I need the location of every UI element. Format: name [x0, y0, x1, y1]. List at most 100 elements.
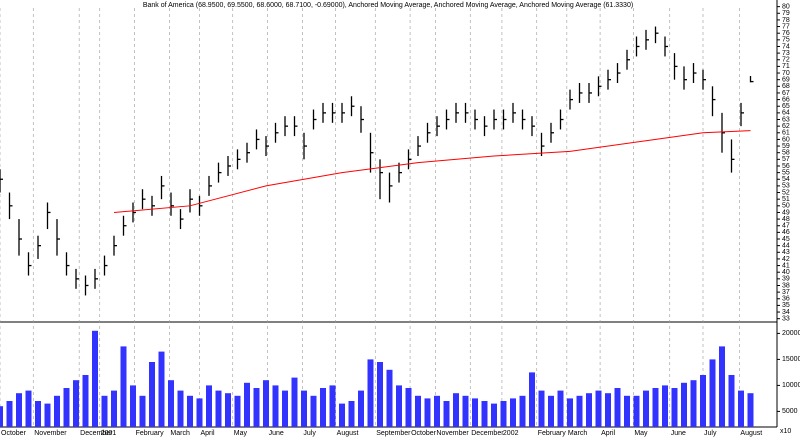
x-tick-label: March [568, 430, 588, 437]
volume-bar [158, 351, 165, 427]
y-tick-label: 53 [782, 183, 790, 190]
volume-bar [415, 395, 421, 427]
volume-bar [472, 398, 478, 427]
volume-bar [576, 395, 583, 427]
volume-bar [339, 403, 345, 427]
volume-bar [643, 390, 649, 427]
y-tick-label: 46 [782, 229, 790, 236]
y-tick-label: 76 [782, 30, 790, 37]
y-tick-label: 78 [782, 17, 790, 24]
volume-bar [548, 395, 554, 427]
volume-bar [130, 385, 136, 427]
y-tick-label: 43 [782, 249, 790, 256]
x-tick-label: 2001 [101, 430, 117, 437]
x-tick-label: June [671, 430, 686, 437]
volume-bar [510, 398, 516, 427]
x-tick-label: November [34, 430, 67, 437]
volume-bar [396, 385, 402, 427]
volume-bar [6, 401, 13, 427]
volume-bar [557, 390, 564, 427]
volume-bar [538, 390, 545, 427]
y-tick-label: 34 [782, 309, 790, 316]
x-tick-label: October [1, 430, 27, 437]
volume-bar [301, 390, 307, 427]
volume-bar [348, 401, 355, 427]
volume-bar [567, 398, 573, 427]
x-tick-label: July [303, 430, 316, 437]
y-tick-label: 38 [782, 282, 790, 289]
volume-bar [139, 395, 146, 427]
y-tick-label: 63 [782, 116, 790, 123]
volume-bar [367, 359, 374, 427]
y-tick-label: 77 [782, 23, 790, 30]
y2-tick-label: 10000 [782, 382, 800, 389]
volume-bar [405, 388, 412, 427]
volume-bar [16, 393, 22, 427]
y-tick-label: 64 [782, 110, 790, 117]
moving-average [113, 130, 751, 213]
volume-bar [358, 390, 364, 427]
volume-bar [35, 401, 41, 427]
volume-bar [681, 382, 687, 427]
y-tick-label: 52 [782, 189, 790, 196]
y-tick-label: 44 [782, 242, 790, 249]
x-tick-label: September [376, 430, 411, 437]
volume-bar [586, 393, 592, 427]
y-tick-label: 71 [782, 63, 790, 70]
volume-bar [662, 385, 668, 427]
x-tick-label: June [269, 430, 284, 437]
volume-bar [652, 388, 659, 427]
volume-bar [700, 375, 706, 427]
volume-bar [177, 390, 184, 427]
volume-bar [149, 362, 155, 427]
y-tick-label: 54 [782, 176, 790, 183]
volume-bar [0, 406, 3, 427]
volume-bar [529, 372, 535, 427]
y-tick-label: 70 [782, 70, 790, 77]
volume-bar [519, 395, 526, 427]
y-tick-label: 57 [782, 156, 790, 163]
x-tick-label: October [411, 430, 437, 437]
volume-bar [120, 346, 127, 427]
y-tick-label: 56 [782, 163, 790, 170]
y-tick-label: 37 [782, 289, 790, 296]
volume-bar [377, 362, 383, 427]
volume-bar [481, 401, 488, 427]
volume-bar [320, 388, 326, 427]
x-tick-label: December [471, 430, 504, 437]
volume-bar [263, 380, 269, 427]
x-tick-label: February [136, 430, 165, 437]
volume-bar [624, 395, 630, 427]
y-tick-label: 62 [782, 123, 790, 130]
y2-tick-label: 15000 [782, 356, 800, 363]
x-tick-label: May [634, 430, 648, 437]
y-tick-label: 80 [782, 3, 790, 10]
volume-bar [424, 398, 431, 427]
volume-bar [111, 390, 117, 427]
volume-bar [747, 393, 754, 427]
y-tick-label: 35 [782, 302, 790, 309]
y-tick-label: 68 [782, 83, 790, 90]
volume-unit: x10 [780, 428, 791, 435]
x-tick-label: July [704, 430, 717, 437]
volume-bar [272, 385, 279, 427]
volume-bar [605, 393, 611, 427]
volume-bar [225, 393, 231, 427]
chart-title: Bank of America (68.9500, 69.5500, 68.60… [143, 2, 633, 9]
y-tick-label: 42 [782, 256, 790, 263]
y-tick-label: 69 [782, 77, 790, 84]
x-tick-label: April [201, 430, 215, 437]
volume-bar [101, 395, 108, 427]
volume-bar [462, 395, 469, 427]
volume-bar [291, 377, 298, 427]
volume-bar [215, 390, 222, 427]
y-tick-label: 36 [782, 296, 790, 303]
y-tick-label: 41 [782, 262, 790, 269]
y-tick-label: 58 [782, 150, 790, 157]
volume-bar [595, 390, 602, 427]
volume-bar [244, 382, 250, 427]
x-tick-label: December [80, 430, 113, 437]
y2-tick-label: 20000 [782, 330, 800, 337]
y-tick-label: 45 [782, 236, 790, 243]
